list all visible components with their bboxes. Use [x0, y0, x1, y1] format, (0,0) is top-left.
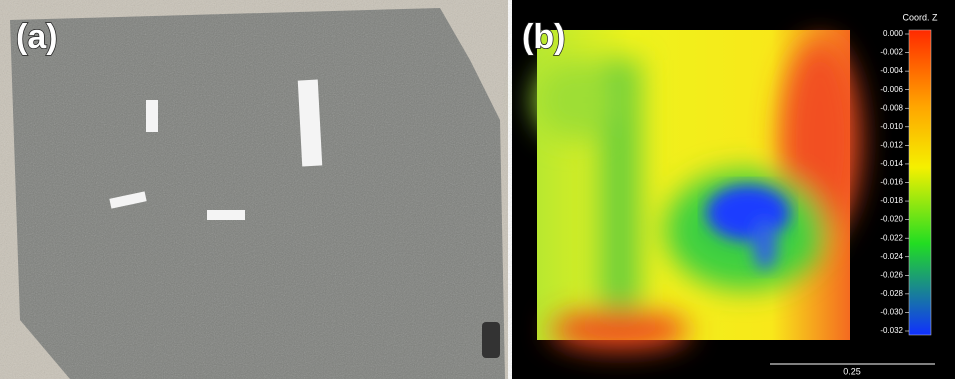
colorbar-tick-label: -0.030 [880, 308, 903, 317]
colorbar-tick-label: -0.012 [880, 140, 903, 149]
colorbar-tick-label: -0.006 [880, 85, 903, 94]
colorbar-tick-label: -0.032 [880, 326, 903, 335]
figure: (a) (b) Coord. Z 0.25 0.000 -0.002 -0.004 -… [0, 0, 955, 379]
colorbar-tick-label: -0.020 [880, 215, 903, 224]
panel-label: (b) [522, 18, 565, 56]
colorbar-title: Coord. Z [902, 12, 938, 22]
colorbar-tick-label: -0.024 [880, 252, 903, 261]
colorbar-tick-label: 0.000 [883, 29, 904, 38]
colorbar-tick-label: -0.010 [880, 122, 903, 131]
colorbar-tick-label: -0.008 [880, 103, 903, 112]
colorbar-tick-label: -0.028 [880, 289, 903, 298]
photo-panel: (a) [0, 0, 508, 379]
colorbar-tick-label: -0.026 [880, 270, 903, 279]
panel-label: (a) [16, 18, 58, 56]
colorbar-tick-label: -0.016 [880, 178, 903, 187]
heatmap-panel: (b) Coord. Z 0.25 [512, 0, 955, 379]
colorbar-tick-label: -0.018 [880, 196, 903, 205]
colorbar-tick-label: -0.014 [880, 159, 903, 168]
colorbar [909, 30, 931, 335]
colorbar-tick-label: -0.022 [880, 233, 903, 242]
colorbar-tick-label: -0.004 [880, 66, 903, 75]
colorbar-tick-label: -0.002 [880, 48, 903, 57]
scale-bar-label: 0.25 [843, 366, 861, 376]
